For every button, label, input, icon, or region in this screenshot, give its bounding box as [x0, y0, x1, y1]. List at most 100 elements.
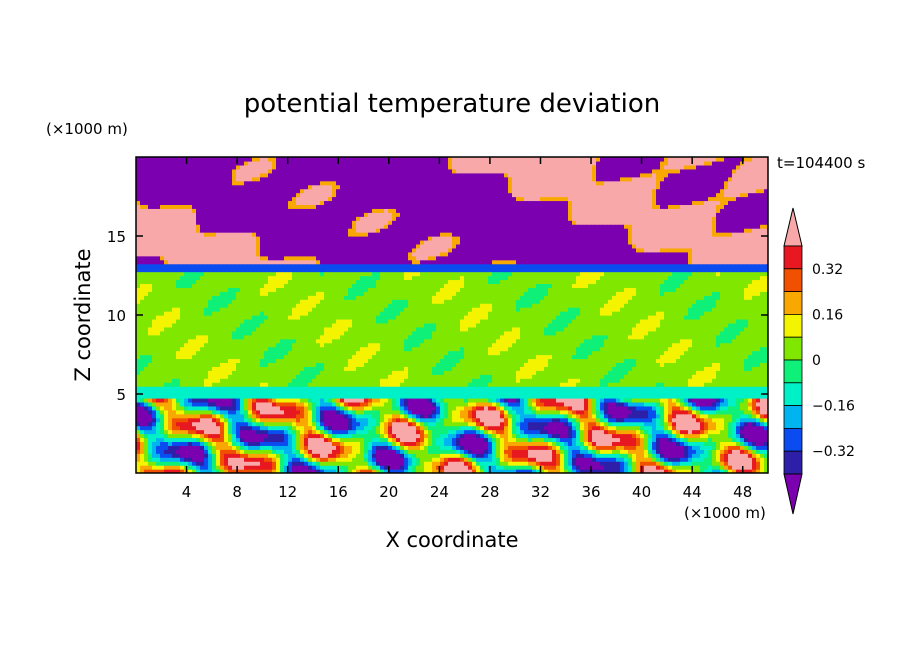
- contour-cell: [272, 374, 277, 379]
- contour-cell: [680, 350, 685, 356]
- contour-cell: [176, 350, 181, 356]
- contour-cell: [232, 405, 237, 411]
- contour-cell: [428, 461, 433, 466]
- contour-cell: [684, 405, 689, 411]
- contour-cell: [692, 461, 697, 466]
- contour-cell: [160, 390, 165, 395]
- contour-cell: [420, 429, 425, 435]
- contour-cell: [492, 409, 497, 415]
- contour-cell: [696, 437, 701, 442]
- contour-cell: [208, 417, 213, 423]
- contour-cell: [168, 409, 173, 415]
- contour-cell: [236, 417, 241, 423]
- contour-cell: [604, 374, 609, 379]
- contour-cell: [156, 437, 161, 442]
- contour-cell: [260, 413, 265, 419]
- contour-cell: [352, 354, 357, 360]
- contour-cell: [424, 413, 429, 419]
- contour-cell: [720, 374, 725, 379]
- contour-cell: [724, 382, 729, 387]
- contour-cell: [700, 401, 705, 407]
- contour-cell: [284, 346, 289, 352]
- contour-cell: [400, 453, 405, 458]
- contour-cell: [208, 378, 213, 383]
- contour-cell: [616, 370, 621, 375]
- contour-cell: [192, 453, 197, 458]
- contour-cell: [280, 409, 285, 415]
- contour-cell: [496, 441, 501, 446]
- contour-cell: [244, 441, 249, 446]
- contour-cell: [328, 354, 333, 360]
- contour-cell: [176, 457, 181, 462]
- contour-cell: [308, 413, 313, 419]
- contour-cell: [696, 394, 701, 399]
- contour-cell: [524, 417, 529, 423]
- contour-cell: [648, 397, 653, 403]
- contour-cell: [596, 429, 601, 435]
- contour-cell: [564, 386, 569, 391]
- contour-cell: [368, 421, 373, 427]
- contour-cell: [432, 386, 437, 391]
- contour-cell: [672, 437, 677, 442]
- contour-cell: [220, 350, 225, 356]
- contour-cell: [660, 394, 665, 399]
- contour-cell: [572, 409, 577, 415]
- contour-cell: [524, 433, 529, 439]
- contour-cell: [656, 354, 661, 360]
- contour-cell: [620, 358, 625, 363]
- contour-cell: [300, 409, 305, 415]
- contour-cell: [660, 374, 665, 379]
- contour-cell: [328, 362, 333, 367]
- contour-cell: [520, 374, 525, 379]
- contour-cell: [736, 417, 741, 423]
- contour-cell: [276, 390, 281, 395]
- contour-cell: [388, 394, 393, 399]
- contour-cell: [548, 445, 553, 450]
- contour-cell: [464, 437, 469, 442]
- contour-cell: [640, 354, 645, 360]
- contour-cell: [752, 358, 757, 363]
- contour-cell: [388, 461, 393, 466]
- contour-cell: [528, 370, 533, 375]
- contour-cell: [360, 413, 365, 419]
- contour-cell: [328, 382, 333, 387]
- contour-cell: [296, 421, 301, 427]
- contour-cell: [348, 354, 353, 360]
- contour-cell: [352, 405, 357, 411]
- contour-cell: [420, 374, 425, 379]
- contour-cell: [388, 374, 393, 379]
- contour-cell: [324, 390, 329, 395]
- contour-cell: [696, 390, 701, 395]
- contour-cell: [256, 421, 261, 427]
- contour-cell: [348, 425, 353, 431]
- contour-cell: [176, 354, 181, 360]
- contour-cell: [408, 394, 413, 399]
- contour-cell: [652, 413, 657, 419]
- contour-cell: [300, 374, 305, 379]
- contour-cell: [656, 449, 661, 454]
- contour-cell: [404, 394, 409, 399]
- contour-cell: [700, 382, 705, 387]
- contour-cell: [520, 382, 525, 387]
- contour-cell: [300, 417, 305, 423]
- contour-cell: [620, 350, 625, 356]
- contour-cell: [368, 425, 373, 431]
- contour-cell: [352, 382, 357, 387]
- contour-cell: [428, 362, 433, 367]
- contour-cell: [196, 366, 201, 371]
- contour-cell: [684, 433, 689, 439]
- contour-cell: [304, 374, 309, 379]
- contour-cell: [712, 405, 717, 411]
- contour-cell: [324, 394, 329, 399]
- contour-cell: [484, 362, 489, 367]
- contour-cell: [268, 394, 273, 399]
- contour-cell: [384, 445, 389, 450]
- contour-cell: [260, 429, 265, 435]
- contour-cell: [376, 370, 381, 375]
- contour-cell: [192, 366, 197, 371]
- contour-cell: [236, 401, 241, 407]
- contour-cell: [340, 469, 345, 473]
- contour-cell: [568, 469, 573, 473]
- contour-cell: [584, 461, 589, 466]
- contour-cell: [448, 390, 453, 395]
